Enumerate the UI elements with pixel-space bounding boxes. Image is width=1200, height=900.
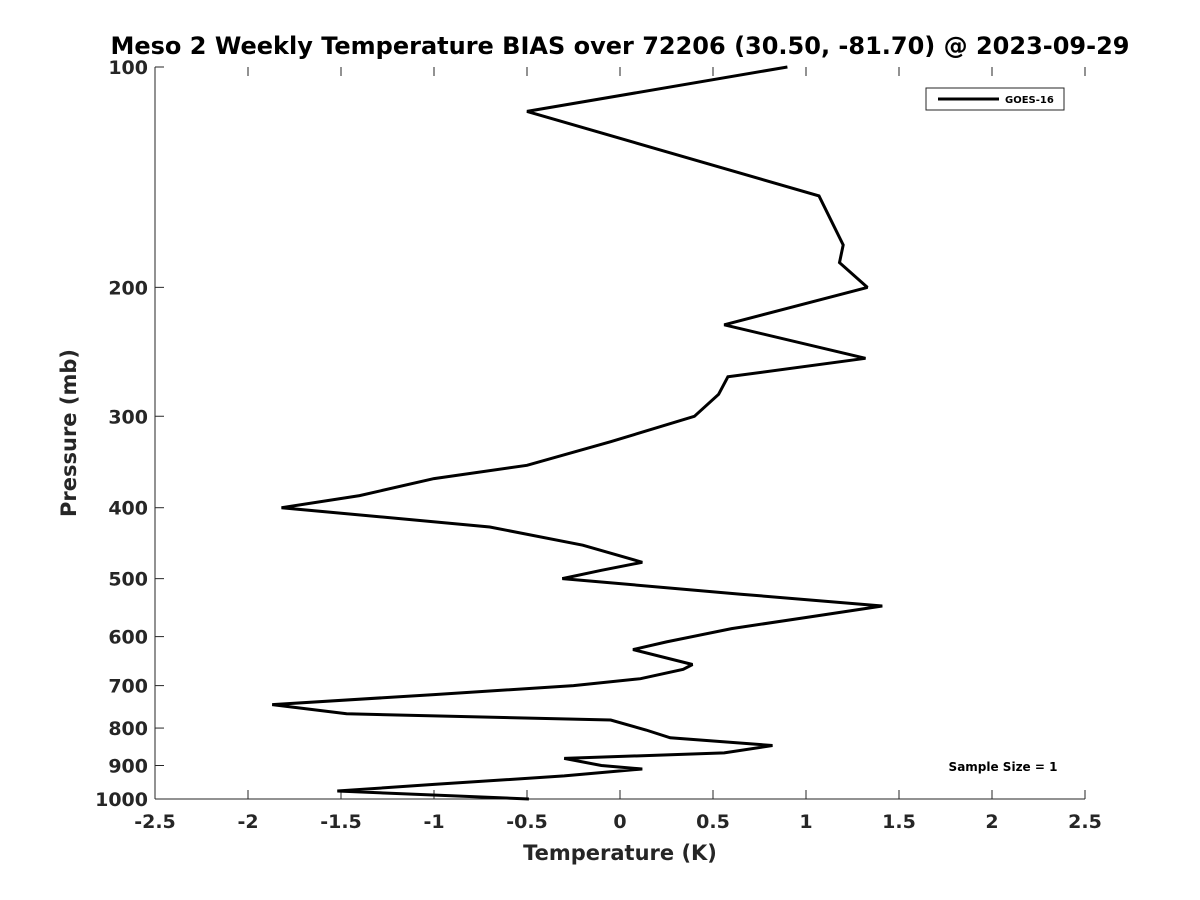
y-axis-label: Pressure (mb): [57, 349, 81, 517]
x-tick-label: -2.5: [134, 811, 176, 833]
y-tick-label: 1000: [95, 789, 148, 811]
x-tick-label: 0: [613, 811, 626, 833]
x-tick-label: 0.5: [696, 811, 730, 833]
x-tick-label: 2: [985, 811, 998, 833]
x-tick-label: 1.5: [882, 811, 916, 833]
y-tick-label: 100: [108, 57, 148, 79]
legend-label-goes-16: GOES-16: [1005, 95, 1054, 106]
y-tick-label: 500: [108, 569, 148, 591]
legend: GOES-16: [925, 87, 1065, 111]
y-tick-label: 600: [108, 627, 148, 649]
sample-size-annotation: Sample Size = 1: [949, 760, 1058, 774]
y-tick-label: 900: [108, 756, 148, 778]
y-ticks: 100 200 300 400 500 600 700 800 900 1000: [95, 57, 164, 811]
series-layer: [272, 65, 883, 801]
x-tick-label: 2.5: [1068, 811, 1102, 833]
series-line-goes-16: [272, 65, 883, 801]
x-ticks: -2.5 -2 -1.5 -1 -0.5 0 0.5 1 1.5 2 2.5: [134, 67, 1102, 833]
y-tick-label: 200: [108, 277, 148, 299]
y-tick-label: 800: [108, 718, 148, 740]
x-tick-label: -1: [423, 811, 444, 833]
x-tick-label: 1: [799, 811, 812, 833]
x-tick-label: -1.5: [320, 811, 362, 833]
y-tick-label: 300: [108, 406, 148, 428]
x-tick-label: -2: [237, 811, 258, 833]
x-axis-label: Temperature (K): [523, 841, 717, 865]
x-tick-label: -0.5: [506, 811, 548, 833]
y-tick-label: 700: [108, 676, 148, 698]
y-tick-label: 400: [108, 498, 148, 520]
chart-title: Meso 2 Weekly Temperature BIAS over 7220…: [110, 32, 1129, 60]
